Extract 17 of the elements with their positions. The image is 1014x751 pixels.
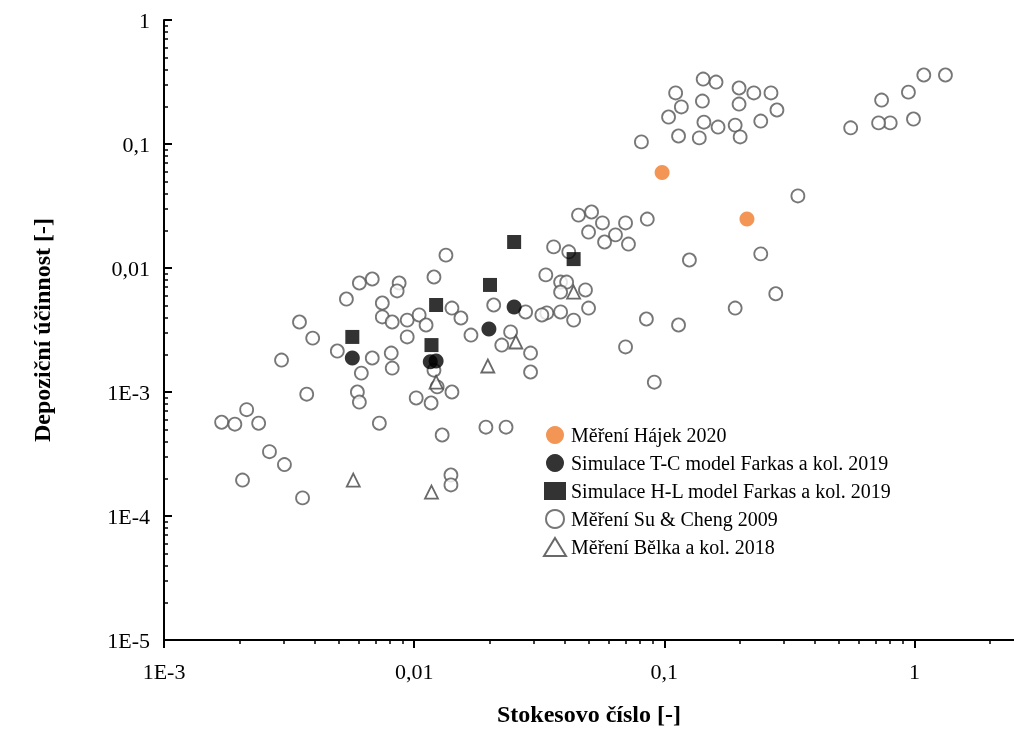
legend-label: Měření Bělka a kol. 2018	[571, 536, 775, 558]
x-tick-label: 1	[908, 658, 920, 684]
x-tick-label: 1E-3	[142, 658, 186, 684]
y-tick-label: 1E-3	[107, 379, 150, 405]
legend-label: Měření Su & Cheng 2009	[571, 508, 778, 531]
y-tick-label: 1	[139, 7, 150, 33]
y-tick-label: 1E-5	[107, 627, 150, 653]
legend-label: Simulace T-C model Farkas a kol. 2019	[571, 452, 889, 474]
y-tick-label: 1E-4	[107, 503, 150, 529]
y-axis-title: Depoziční účinnost [-]	[29, 218, 55, 442]
x-axis-title: Stokesovo číslo [-]	[497, 701, 681, 727]
y-tick-label: 0,1	[122, 131, 150, 157]
x-tick-label: 0,1	[650, 658, 679, 684]
legend-label: Měření Hájek 2020	[571, 424, 727, 447]
x-tick-label: 0,01	[394, 658, 434, 684]
y-tick-label: 0,01	[111, 255, 150, 281]
legend-label: Simulace H-L model Farkas a kol. 2019	[571, 480, 891, 502]
